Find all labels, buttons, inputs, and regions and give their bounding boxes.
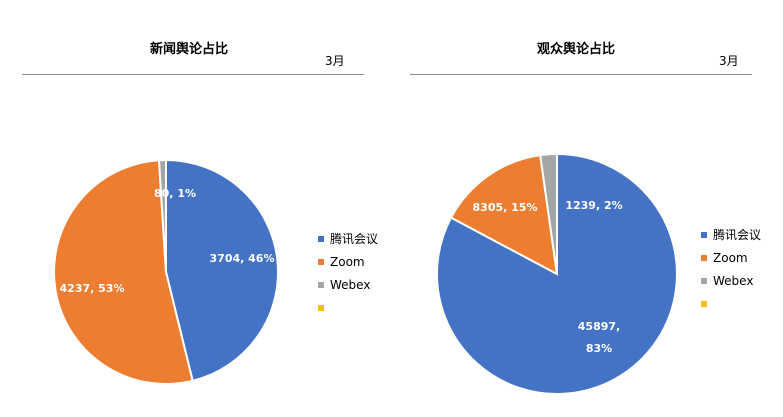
legend-item-tencent-meeting: 腾讯会议	[701, 223, 761, 246]
data-label-tencent-meeting: 45897, 83%	[578, 320, 620, 355]
legend-swatch	[318, 258, 324, 265]
pie-plot: 45897, 83% 8305, 15% 1239, 2%	[436, 152, 678, 395]
legend-swatch	[701, 231, 707, 238]
legend-item-webex: Webex	[318, 273, 378, 296]
legend-item-webex: Webex	[701, 269, 761, 292]
pie-slice-zoom	[53, 159, 194, 385]
legend-swatch	[701, 300, 707, 307]
chart-legend: 腾讯会议 Zoom Webex	[701, 223, 761, 315]
data-label-webex: 80, 1%	[154, 187, 196, 200]
pie-plot: 3704, 46% 4237, 53% 80, 1%	[53, 158, 280, 385]
legend-swatch	[701, 277, 707, 284]
chart-subtitle: 3月	[719, 54, 739, 68]
audience-opinion-chart: 观众舆论占比 3月 45897, 83% 8305, 15% 1239, 2% 腾讯会…	[392, 0, 783, 417]
chart-subtitle: 3月	[325, 54, 345, 68]
legend-swatch	[701, 254, 707, 261]
legend-label: Webex	[330, 277, 371, 292]
title-underline	[22, 74, 364, 75]
legend-item-tencent-meeting: 腾讯会议	[318, 227, 378, 250]
legend-swatch	[318, 235, 324, 242]
legend-item-zoom: Zoom	[318, 250, 378, 273]
title-underline	[410, 74, 752, 75]
legend-label: Zoom	[330, 254, 365, 269]
data-label-zoom: 8305, 15%	[473, 201, 538, 214]
chart-title: 新闻舆论占比	[150, 42, 229, 57]
pie-slice-webex	[157, 158, 167, 273]
legend-item-unnamed	[318, 296, 378, 319]
legend-item-unnamed	[701, 292, 761, 315]
legend-swatch	[318, 304, 324, 311]
chart-legend: 腾讯会议 Zoom Webex	[318, 227, 378, 319]
pie-slice-tencent-meeting	[165, 158, 280, 383]
pie-slice-zoom	[449, 154, 559, 276]
data-label-tencent-meeting: 3704, 46%	[210, 252, 275, 265]
chart-title: 观众舆论占比	[537, 42, 616, 57]
legend-label: Zoom	[713, 250, 748, 265]
data-label-zoom: 4237, 53%	[60, 282, 125, 295]
legend-label: 腾讯会议	[330, 232, 379, 246]
news-opinion-chart: 新闻舆论占比 3月 3704, 46% 4237, 53% 80, 1% 腾讯会议 Z…	[22, 42, 378, 385]
legend-label: Webex	[713, 273, 754, 288]
legend-label: 腾讯会议	[713, 228, 762, 242]
legend-swatch	[318, 281, 324, 288]
data-label-webex: 1239, 2%	[565, 199, 622, 212]
legend-item-zoom: Zoom	[701, 246, 761, 269]
pie-slice-webex	[539, 152, 558, 275]
